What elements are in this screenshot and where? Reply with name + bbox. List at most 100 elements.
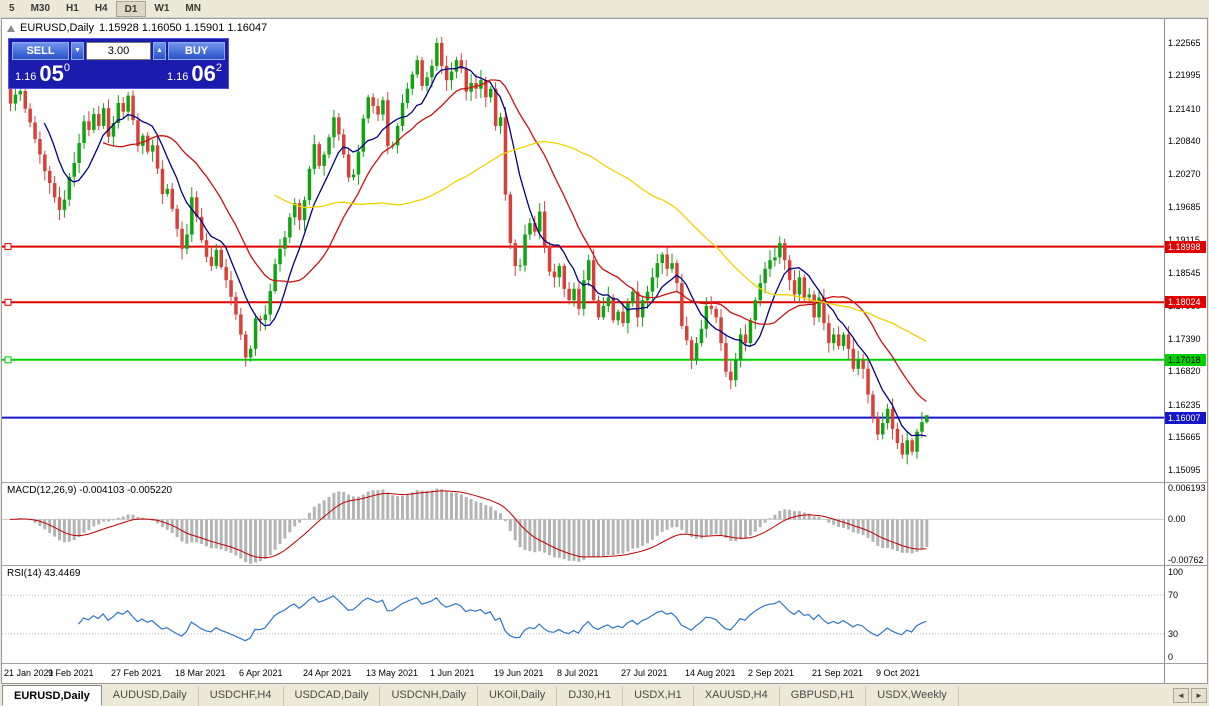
candle-body: [640, 300, 645, 318]
candle-body: [699, 328, 704, 344]
candle-body: [52, 183, 57, 198]
date-axis[interactable]: 21 Jan 2021 9 Feb 2021 27 Feb 2021 18 Mar 2…: [2, 664, 1164, 683]
symbol-marker-icon: [7, 24, 15, 32]
macd-current-values: -0.004103 -0.005220: [79, 485, 173, 496]
macd-plot[interactable]: MACD(12,26,9) -0.004103 -0.005220: [2, 483, 1164, 565]
candle-body: [13, 94, 18, 104]
timeframe-button-m30[interactable]: M30: [30, 2, 51, 14]
hline-handle-icon[interactable]: [4, 298, 12, 306]
candle-body: [900, 443, 905, 455]
candle-body: [557, 265, 562, 278]
candle-body: [743, 334, 748, 344]
chart-tab-usdcad-daily[interactable]: USDCAD,Daily: [284, 686, 381, 706]
candle-body: [258, 318, 263, 321]
rsi-axis-label: 0: [1168, 652, 1174, 662]
candle-body: [680, 283, 684, 326]
macd-canvas[interactable]: [2, 483, 1164, 565]
candle-body: [219, 249, 223, 267]
candle-body: [307, 168, 312, 201]
candle-body: [508, 194, 513, 244]
candle-body: [376, 105, 380, 115]
candle-body: [503, 117, 508, 195]
candle-body: [768, 260, 772, 269]
candle-body: [386, 100, 390, 146]
candle-body: [861, 360, 865, 369]
candle-body: [714, 308, 718, 318]
candle-body: [136, 120, 140, 146]
chart-tab-usdx-weekly[interactable]: USDX,Weekly: [866, 686, 959, 706]
sell-price-pips: 05: [39, 61, 64, 86]
timeframe-button-w1[interactable]: W1: [154, 2, 170, 14]
timeframe-button-h4[interactable]: H4: [94, 2, 108, 14]
price-tick-label: 1.22565: [1168, 38, 1201, 48]
price-axis[interactable]: 1.22565 1.21995 1.21410 1.20840 1.20270 1.196…: [1164, 19, 1206, 482]
candle-body: [366, 97, 370, 119]
buy-price-main: 1.16: [166, 71, 189, 83]
buy-button[interactable]: BUY: [168, 42, 225, 60]
candle-body: [685, 326, 689, 341]
hline-handle-icon[interactable]: [4, 243, 12, 251]
rsi-canvas[interactable]: [2, 566, 1164, 663]
macd-label: MACD(12,26,9) -0.004103 -0.005220: [7, 485, 172, 496]
price-tick-label: 1.15665: [1168, 432, 1201, 442]
timeframe-button-h1[interactable]: H1: [66, 2, 79, 14]
chart-tab-usdx-h1[interactable]: USDX,H1: [623, 686, 694, 706]
candle-body: [542, 211, 547, 246]
tabs-scroll-left-icon[interactable]: ◄: [1173, 688, 1189, 703]
candle-body: [484, 80, 488, 98]
candle-body: [748, 320, 753, 344]
candle-body: [694, 343, 699, 361]
candle-body: [851, 348, 856, 369]
buy-price-display[interactable]: 1.16 06 2: [119, 63, 226, 85]
candle-body: [283, 237, 287, 249]
candle-body: [248, 348, 253, 358]
buy-price-sup: 2: [215, 62, 222, 74]
candle-body: [160, 168, 165, 194]
rsi-panel: RSI(14) 43.4469 100 70 30 0: [2, 566, 1207, 663]
candle-body: [802, 277, 807, 298]
candle-body: [645, 291, 650, 301]
candle-body: [141, 135, 145, 146]
chart-tab-audusd-daily[interactable]: AUDUSD,Daily: [102, 686, 199, 706]
chart-tab-eurusd-daily[interactable]: EURUSD,Daily: [2, 685, 102, 706]
candle-body: [400, 103, 405, 126]
main-chart-plot[interactable]: EURUSD,Daily 1.15928 1.16050 1.15901 1.1…: [2, 19, 1164, 482]
candle-body: [155, 145, 160, 169]
candlestick-canvas[interactable]: [2, 19, 1164, 482]
candle-body: [832, 334, 836, 344]
candle-body: [547, 245, 552, 272]
tabs-scroll-right-icon[interactable]: ►: [1191, 688, 1207, 703]
candle-body: [577, 288, 581, 309]
candle-body: [489, 88, 493, 98]
sell-price-display[interactable]: 1.16 05 0: [12, 63, 119, 85]
chart-tab-usdcnh-daily[interactable]: USDCNH,Daily: [380, 686, 479, 706]
chart-tab-dj30-h1[interactable]: DJ30,H1: [557, 686, 624, 706]
hline-handle-icon[interactable]: [4, 356, 12, 364]
candle-body: [866, 368, 870, 395]
candle-body: [92, 113, 96, 130]
chart-tab-ukoil-daily[interactable]: UKOil,Daily: [478, 686, 558, 706]
chart-tab-xauusd-h4[interactable]: XAUUSD,H4: [694, 686, 780, 706]
volume-spin-down-icon[interactable]: ▼: [71, 42, 84, 60]
timeframe-button-d1[interactable]: D1: [115, 0, 147, 17]
candle-body: [582, 280, 586, 309]
candle-body: [827, 323, 831, 344]
timeframe-button-5[interactable]: 5: [9, 2, 15, 14]
candle-body: [655, 263, 660, 278]
date-label: 27 Jul 2021: [621, 668, 668, 678]
candle-body: [709, 305, 713, 309]
candle-body: [199, 216, 204, 241]
candle-body: [812, 294, 816, 318]
panel-separator[interactable]: [2, 565, 1207, 566]
candle-body: [18, 91, 23, 95]
volume-spin-up-icon[interactable]: ▲: [153, 42, 166, 60]
sell-button[interactable]: SELL: [12, 42, 69, 60]
chart-tab-gbpusd-h1[interactable]: GBPUSD,H1: [780, 686, 867, 706]
volume-input[interactable]: 3.00: [86, 42, 151, 60]
price-tick-label: 1.21995: [1168, 70, 1201, 80]
rsi-plot[interactable]: RSI(14) 43.4469: [2, 566, 1164, 663]
chart-tab-usdchf-h4[interactable]: USDCHF,H4: [199, 686, 284, 706]
timeframe-button-mn[interactable]: MN: [185, 2, 201, 14]
panel-separator[interactable]: [2, 482, 1207, 483]
candle-body: [464, 68, 468, 92]
